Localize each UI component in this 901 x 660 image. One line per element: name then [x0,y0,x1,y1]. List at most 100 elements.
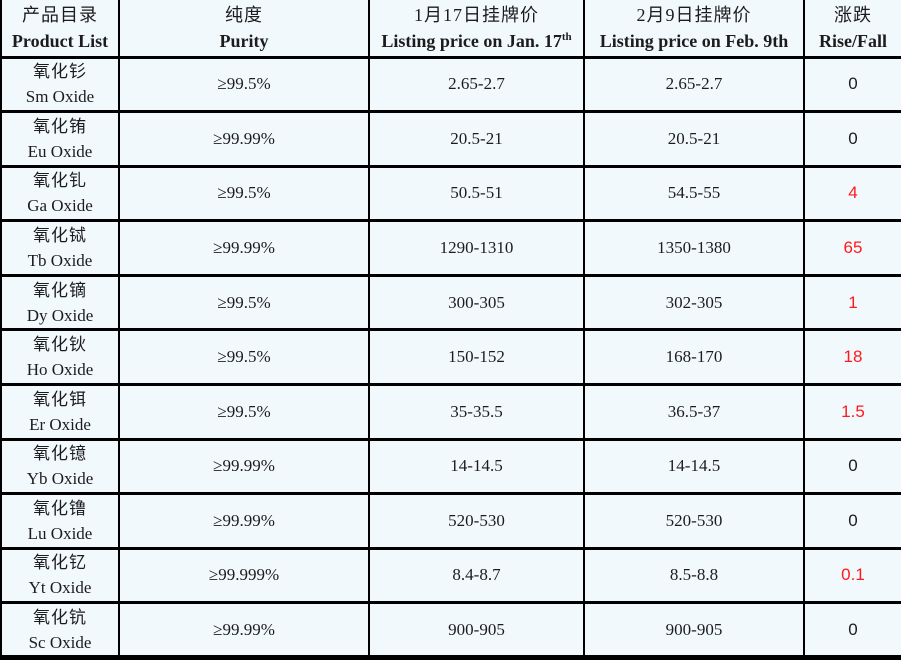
price-jan: 35-35.5 [369,384,585,441]
purity-value: ≥99.5% [119,384,370,441]
product-zh: 氧化镝 [33,280,87,300]
purity-value: ≥99.5% [119,329,370,386]
product-cell: 氧化钬 Ho Oxide [1,329,120,386]
price-feb: 302-305 [584,275,805,332]
price-jan: 300-305 [369,275,585,332]
purity-value: ≥99.5% [119,166,370,223]
change-cell: 0 [804,111,901,168]
header-price-jan17-en-text: Listing price on Jan. 17 [381,30,562,51]
change-value: 1.5 [841,401,865,421]
product-zh: 氧化钇 [33,553,87,573]
product-zh: 氧化铒 [33,389,87,409]
change-value: 0 [848,619,858,639]
change-cell: 1.5 [804,384,901,441]
product-en: Er Oxide [29,414,91,434]
price-jan: 1290-1310 [369,220,585,277]
change-cell: 18 [804,329,901,386]
change-value: 18 [843,347,863,367]
product-cell: 氧化钪 Sc Oxide [1,602,120,660]
price-jan: 520-530 [369,493,585,550]
table-row: 氧化钪 Sc Oxide ≥99.99% 900-905 900-905 0 [1,602,901,660]
header-rise-fall-zh: 涨跌 [834,4,872,25]
product-en: Eu Oxide [27,141,93,161]
price-jan: 2.65-2.7 [369,57,585,114]
product-zh: 氧化钐 [33,62,87,82]
table-row: 氧化铒 Er Oxide ≥99.5% 35-35.5 36.5-37 1.5 [1,384,901,441]
table-body: 氧化钐 Sm Oxide ≥99.5% 2.65-2.7 2.65-2.7 0 … [1,57,901,660]
price-jan: 14-14.5 [369,439,585,496]
change-value: 0 [848,456,858,476]
product-zh: 氧化镥 [33,498,87,518]
price-jan: 900-905 [369,602,585,660]
table-row: 氧化钇 Yt Oxide ≥99.999% 8.4-8.7 8.5-8.8 0.… [1,548,901,605]
change-cell: 1 [804,275,901,332]
header-price-feb9-en: Listing price on Feb. 9th [599,30,789,51]
product-cell: 氧化镱 Yb Oxide [1,439,120,496]
purity-value: ≥99.5% [119,275,370,332]
header-product-list-zh: 产品目录 [22,4,98,25]
header-price-jan17: 1月17日挂牌价 Listing price on Jan. 17th [369,0,585,59]
price-feb: 2.65-2.7 [584,57,805,114]
product-cell: 氧化钐 Sm Oxide [1,57,120,114]
purity-value: ≥99.99% [119,493,370,550]
price-feb: 14-14.5 [584,439,805,496]
header-purity-zh: 纯度 [225,4,263,25]
header-rise-fall: 涨跌 Rise/Fall [804,0,901,59]
purity-value: ≥99.999% [119,548,370,605]
product-cell: 氧化钆 Ga Oxide [1,166,120,223]
header-product-list: 产品目录 Product List [1,0,120,59]
product-cell: 氧化镥 Lu Oxide [1,493,120,550]
table-row: 氧化铕 Eu Oxide ≥99.99% 20.5-21 20.5-21 0 [1,111,901,168]
product-cell: 氧化钇 Yt Oxide [1,548,120,605]
header-purity: 纯度 Purity [119,0,370,59]
price-jan: 20.5-21 [369,111,585,168]
price-feb: 54.5-55 [584,166,805,223]
product-en: Lu Oxide [27,523,93,543]
header-price-jan17-ordinal: th [561,30,572,43]
purity-value: ≥99.5% [119,57,370,114]
price-jan: 50.5-51 [369,166,585,223]
price-feb: 8.5-8.8 [584,548,805,605]
change-cell: 0 [804,439,901,496]
price-feb: 1350-1380 [584,220,805,277]
change-cell: 65 [804,220,901,277]
product-zh: 氧化镱 [33,444,87,464]
table-row: 氧化铽 Tb Oxide ≥99.99% 1290-1310 1350-1380… [1,220,901,277]
header-price-jan17-en: Listing price on Jan. 17th [370,28,582,54]
price-feb: 36.5-37 [584,384,805,441]
header-row: 产品目录 Product List 纯度 Purity 1月17日挂牌价 Lis… [1,0,901,59]
change-value: 0 [848,128,858,148]
header-price-feb9-zh: 2月9日挂牌价 [636,4,752,25]
product-cell: 氧化铒 Er Oxide [1,384,120,441]
price-feb: 168-170 [584,329,805,386]
purity-value: ≥99.99% [119,220,370,277]
product-en: Sm Oxide [25,87,95,107]
header-rise-fall-en: Rise/Fall [819,30,887,51]
purity-value: ≥99.99% [119,439,370,496]
product-en: Yb Oxide [26,469,94,489]
header-price-jan17-zh: 1月17日挂牌价 [414,4,539,25]
header-purity-en: Purity [219,30,269,51]
product-zh: 氧化钬 [33,335,87,355]
table-row: 氧化镱 Yb Oxide ≥99.99% 14-14.5 14-14.5 0 [1,439,901,496]
table-header: 产品目录 Product List 纯度 Purity 1月17日挂牌价 Lis… [1,0,901,59]
change-cell: 0 [804,602,901,660]
purity-value: ≥99.99% [119,111,370,168]
header-product-list-en: Product List [11,30,109,51]
change-value: 65 [843,238,863,258]
product-cell: 氧化铽 Tb Oxide [1,220,120,277]
price-feb: 520-530 [584,493,805,550]
change-value: 0 [848,510,858,530]
change-value: 4 [848,183,858,203]
change-cell: 0 [804,493,901,550]
change-value: 0 [848,74,858,94]
product-en: Ho Oxide [26,360,94,380]
product-en: Tb Oxide [27,251,93,271]
table-row: 氧化钬 Ho Oxide ≥99.5% 150-152 168-170 18 [1,329,901,386]
price-feb: 900-905 [584,602,805,660]
change-value: 1 [848,292,858,312]
product-en: Ga Oxide [27,196,93,216]
change-cell: 0.1 [804,548,901,605]
